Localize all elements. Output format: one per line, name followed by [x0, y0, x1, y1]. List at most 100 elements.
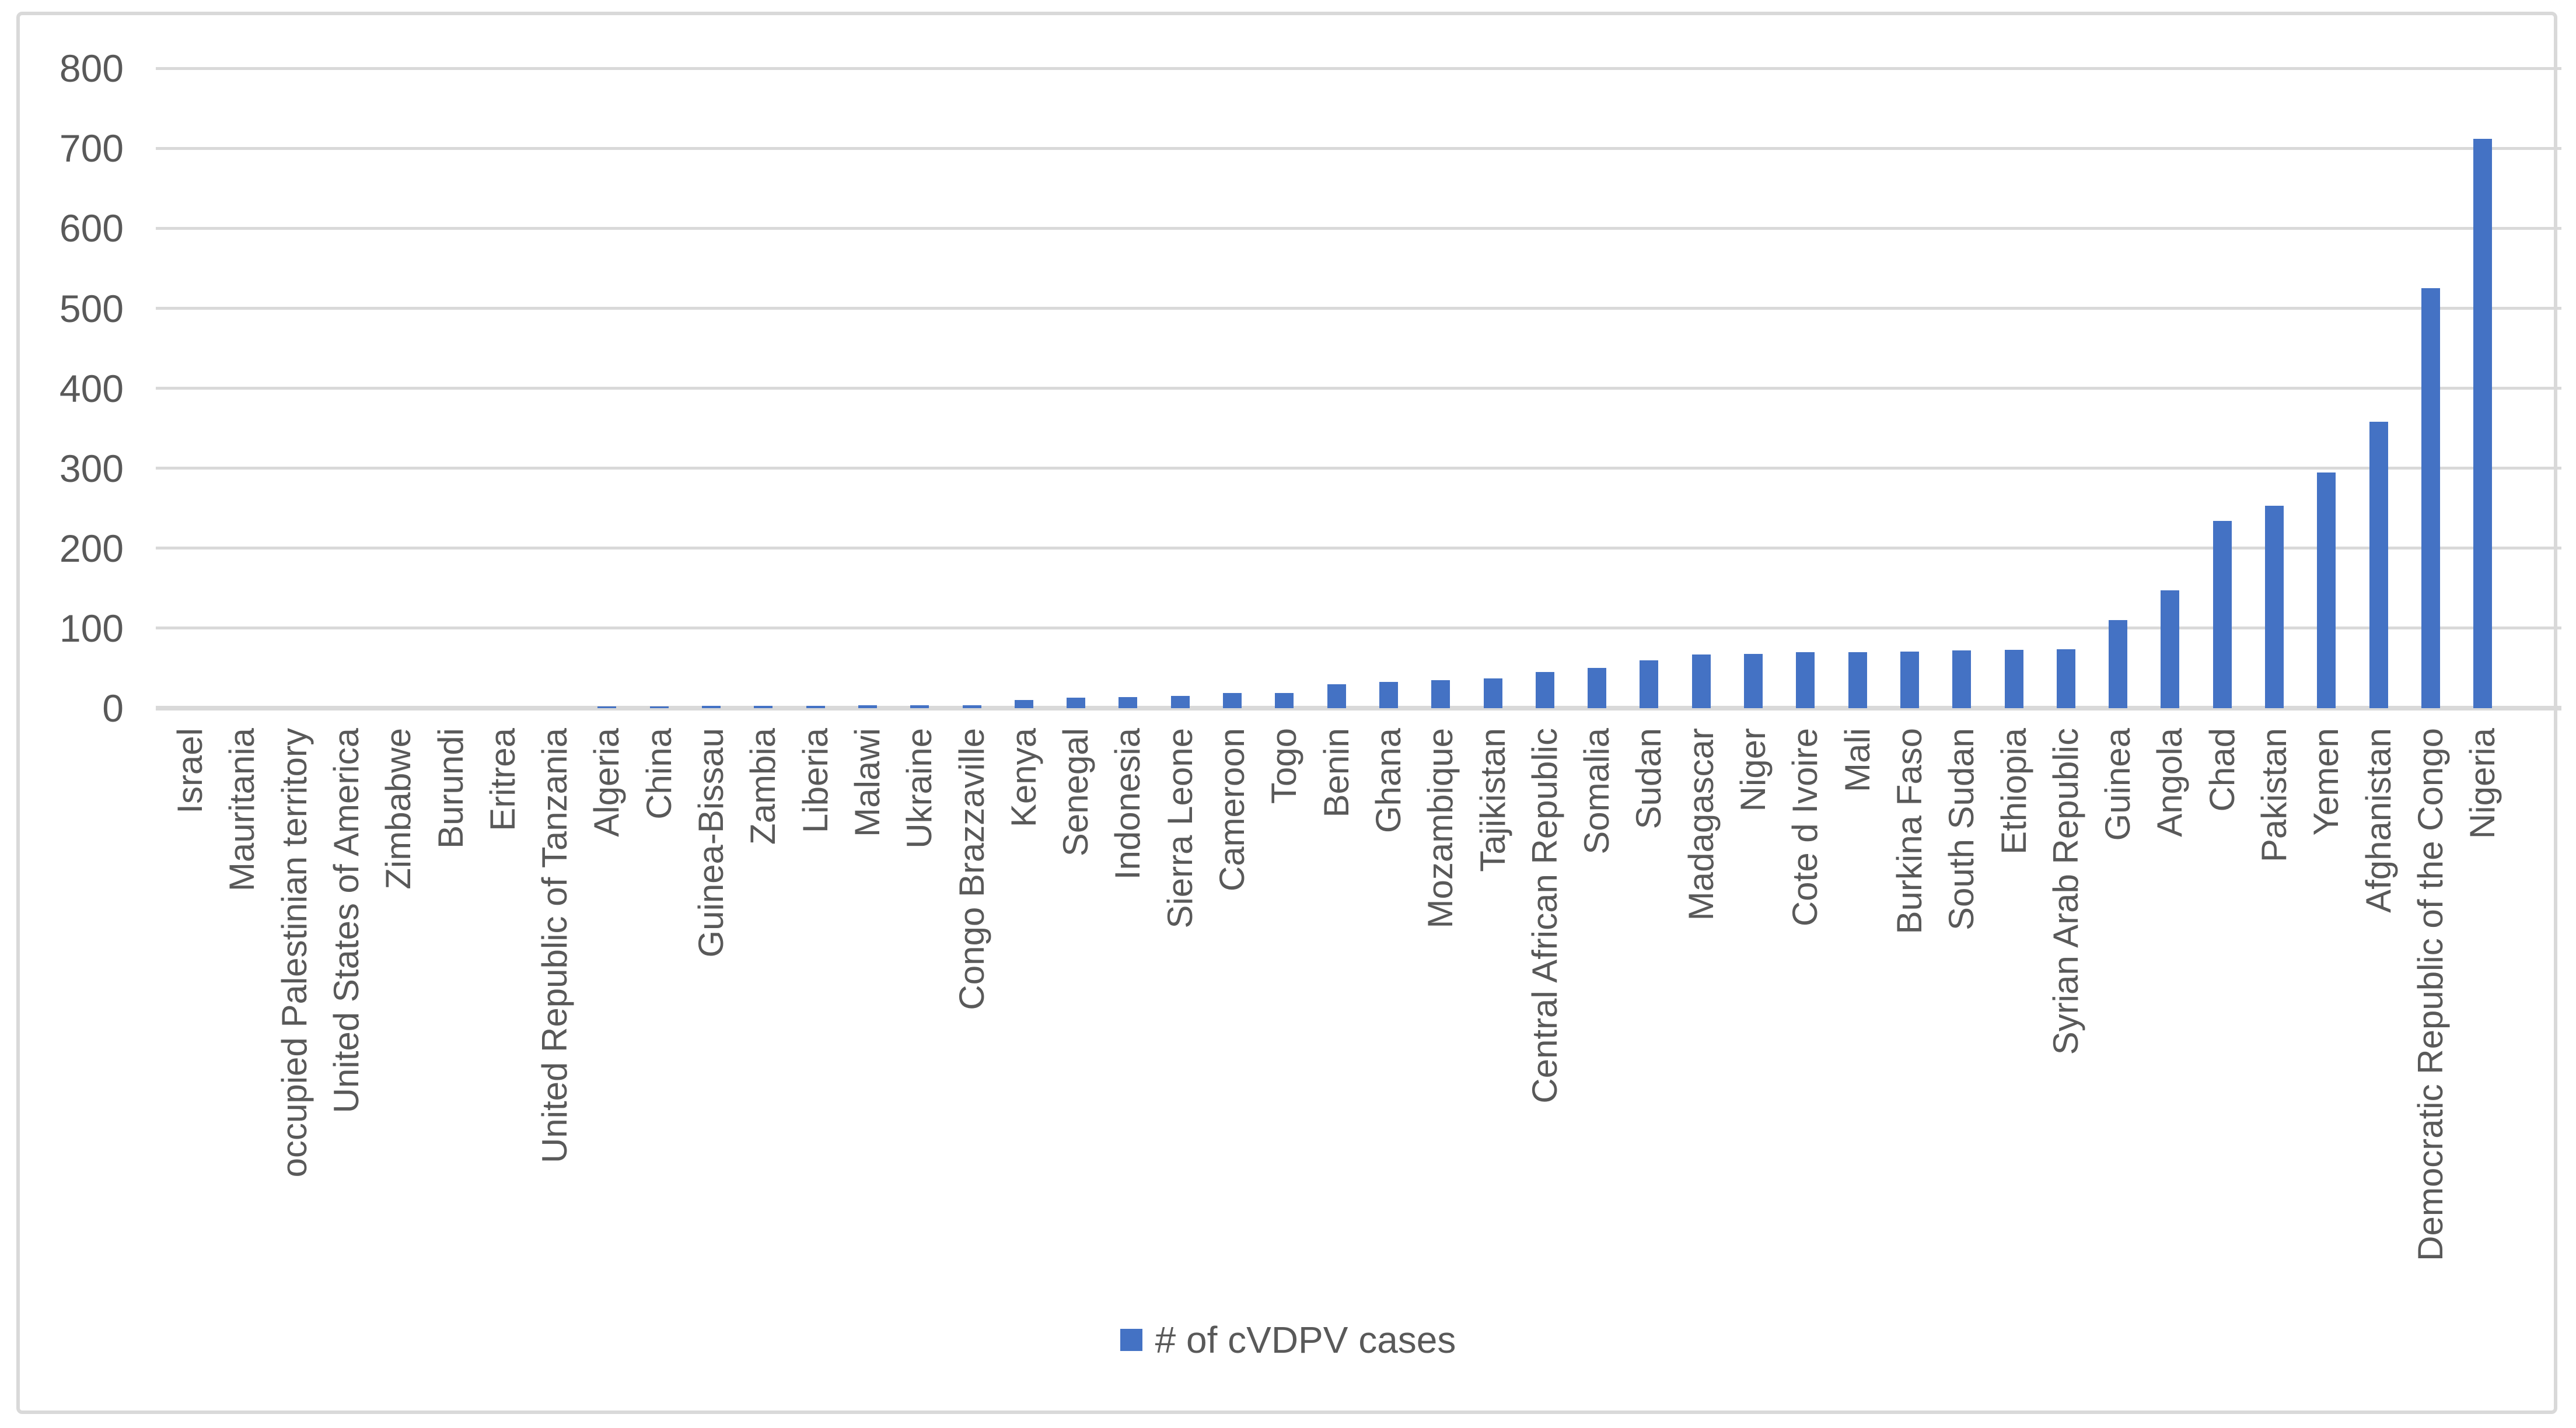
x-axis-category-label: Sierra Leone: [1160, 728, 1200, 929]
x-axis-category-label: Algeria: [587, 728, 627, 837]
y-axis-tick-label: 100: [59, 606, 124, 650]
bar: [1483, 678, 1502, 708]
bar: [2473, 138, 2493, 708]
legend: # of cVDPV cases: [0, 1320, 2576, 1360]
x-axis-category-label: United Republic of Tanzania: [535, 728, 575, 1164]
x-axis-category-label: Angola: [2150, 728, 2190, 837]
bar: [1952, 650, 1972, 708]
bar: [962, 705, 981, 708]
x-axis-category-label: Cameroon: [1212, 728, 1252, 892]
bar: [1535, 672, 1554, 708]
x-axis-category-label: Democratic Republic of the Congo: [2410, 728, 2450, 1261]
gridline: [156, 467, 2561, 470]
bar: [1014, 700, 1033, 708]
bar: [1848, 652, 1867, 708]
bar: [754, 705, 773, 708]
bar: [2056, 649, 2075, 708]
x-axis-category-label: Chad: [2202, 728, 2242, 812]
legend-marker-icon: [1120, 1329, 1142, 1351]
gridline: [156, 307, 2561, 310]
x-axis-category-label: Afghanistan: [2358, 728, 2398, 913]
gridline: [156, 387, 2561, 390]
x-axis-category-label: Madagascar: [1681, 728, 1721, 921]
y-axis-tick-label: 200: [59, 526, 124, 570]
x-axis-category-label: Tajikistan: [1473, 728, 1512, 872]
gridline: [156, 226, 2561, 230]
y-axis-tick-label: 800: [59, 47, 124, 90]
x-axis-category-label: Central African Republic: [1525, 728, 1564, 1104]
gridline: [156, 547, 2561, 550]
x-axis-category-label: Burkina Faso: [1889, 728, 1929, 935]
bar: [1640, 660, 1659, 708]
y-axis-tick-label: 700: [59, 127, 124, 170]
bar: [1431, 680, 1450, 708]
x-axis-category-label: occupied Palestinian territory: [274, 728, 314, 1178]
bar: [910, 705, 929, 708]
bar: [1067, 698, 1086, 708]
bar: [702, 705, 721, 708]
bar: [2161, 590, 2180, 708]
x-axis-category-label: Liberia: [795, 728, 835, 834]
x-axis-category-label: Zambia: [743, 728, 783, 845]
bar: [1691, 654, 1711, 708]
x-axis-category-label: Kenya: [1004, 728, 1043, 828]
x-axis-category-label: United States of America: [326, 728, 366, 1114]
bar: [2109, 620, 2128, 708]
bar: [2213, 521, 2232, 708]
bar: [1119, 696, 1138, 708]
x-axis-category-label: Burundi: [431, 728, 470, 849]
chart-border: [16, 12, 2557, 1414]
y-axis-tick-label: 300: [59, 446, 124, 490]
bar: [858, 705, 877, 708]
bar: [2004, 649, 2023, 708]
x-axis-category-label: Ukraine: [900, 728, 939, 849]
x-axis-category-label: Mozambique: [1421, 728, 1460, 929]
x-axis-category-label: Cote d Ivoire: [1785, 728, 1825, 927]
y-axis-tick-label: 0: [102, 687, 124, 730]
x-axis-category-label: Mauritania: [222, 728, 262, 892]
bar: [2317, 472, 2336, 708]
x-axis-category-label: Eritrea: [483, 728, 522, 831]
bar: [2369, 422, 2388, 708]
x-axis-category-label: Indonesia: [1108, 728, 1148, 880]
bar: [1223, 692, 1242, 708]
gridline: [156, 146, 2561, 150]
x-axis-category-label: Israel: [170, 728, 209, 814]
x-axis-category-label: Senegal: [1056, 728, 1096, 857]
x-axis-baseline: [156, 706, 2561, 710]
y-axis-tick-label: 500: [59, 286, 124, 330]
x-axis-category-label: China: [639, 728, 679, 820]
bar: [1275, 692, 1294, 708]
x-axis-category-label: Mali: [1837, 728, 1877, 793]
x-axis-category-label: Guinea-Bissau: [691, 728, 730, 958]
bar: [1327, 684, 1346, 708]
x-axis-category-label: Somalia: [1577, 728, 1617, 855]
x-axis-category-label: Zimbabwe: [379, 728, 418, 890]
x-axis-category-label: Nigeria: [2463, 728, 2502, 839]
gridline: [156, 626, 2561, 630]
x-axis-category-label: Togo: [1264, 728, 1304, 804]
x-axis-category-label: Guinea: [2098, 728, 2138, 841]
x-axis-category-label: Congo Brazzaville: [952, 728, 991, 1010]
x-axis-category-label: Benin: [1316, 728, 1356, 818]
legend-label: # of cVDPV cases: [1155, 1319, 1456, 1361]
x-axis-category-label: Niger: [1733, 728, 1773, 812]
bar: [1796, 652, 1815, 708]
y-axis-tick-label: 400: [59, 366, 124, 410]
bar: [1900, 651, 1919, 708]
bar: [649, 706, 669, 708]
bar: [2265, 506, 2284, 708]
x-axis-category-label: South Sudan: [1942, 728, 1981, 930]
x-axis-category-label: Ghana: [1368, 728, 1408, 834]
x-axis-category-label: Syrian Arab Republic: [2046, 728, 2085, 1055]
y-axis-tick-label: 600: [59, 206, 124, 250]
x-axis-category-label: Sudan: [1629, 728, 1669, 830]
x-axis-category-label: Yemen: [2306, 728, 2346, 836]
bar: [597, 706, 617, 708]
bar: [1379, 681, 1398, 708]
bar: [806, 705, 825, 708]
x-axis-category-label: Pakistan: [2255, 728, 2294, 863]
gridline: [156, 66, 2561, 70]
bar: [1588, 668, 1607, 708]
